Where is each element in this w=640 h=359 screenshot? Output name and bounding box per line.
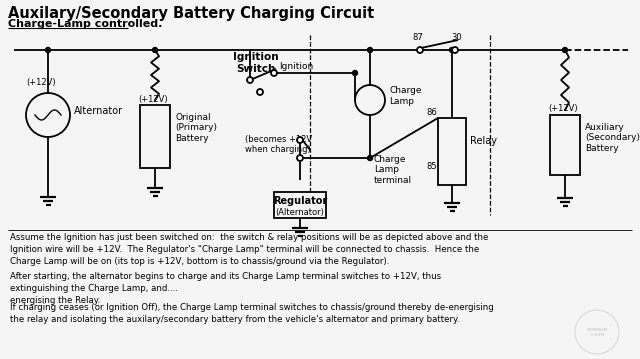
Circle shape (297, 155, 303, 161)
Circle shape (367, 47, 372, 52)
Circle shape (271, 70, 277, 76)
Circle shape (367, 155, 372, 160)
Text: (+12V): (+12V) (548, 104, 578, 113)
Text: After starting, the alternator begins to charge and its Charge Lamp terminal swi: After starting, the alternator begins to… (10, 272, 441, 304)
Circle shape (257, 89, 263, 95)
Text: rswww
.com: rswww .com (586, 327, 607, 337)
Bar (438, 118, 466, 185)
Text: Regulator: Regulator (273, 196, 327, 206)
Text: 30: 30 (452, 33, 462, 42)
Text: Ignition: Ignition (279, 62, 313, 71)
Circle shape (417, 47, 423, 53)
Text: 86: 86 (426, 108, 437, 117)
Circle shape (247, 77, 253, 83)
Text: Charge-Lamp controlled.: Charge-Lamp controlled. (8, 19, 163, 29)
Text: Charge
Lamp
terminal: Charge Lamp terminal (374, 155, 412, 185)
Text: (+12V): (+12V) (138, 95, 168, 104)
Circle shape (563, 47, 568, 52)
Text: (+12V): (+12V) (26, 78, 56, 87)
Text: Assume the Ignition has just been switched on:  the switch & relay positions wil: Assume the Ignition has just been switch… (10, 233, 488, 266)
Bar (140, 105, 170, 168)
Text: Charge
Lamp: Charge Lamp (389, 86, 422, 106)
Bar (274, 192, 326, 218)
Text: Auxiliary
(Secondary)
Battery: Auxiliary (Secondary) Battery (585, 123, 640, 153)
Text: Ignition
Switch: Ignition Switch (233, 52, 279, 74)
Circle shape (449, 47, 454, 52)
Circle shape (45, 47, 51, 52)
Text: If charging ceases (or Ignition Off), the Charge Lamp terminal switches to chass: If charging ceases (or Ignition Off), th… (10, 303, 493, 324)
Text: 85: 85 (426, 162, 437, 171)
Text: Auxilary/Secondary Battery Charging Circuit: Auxilary/Secondary Battery Charging Circ… (8, 6, 374, 21)
Circle shape (353, 70, 358, 75)
Bar (550, 115, 580, 175)
Text: (becomes +12V
when charging): (becomes +12V when charging) (245, 135, 312, 154)
Text: Alternator: Alternator (74, 106, 123, 116)
Circle shape (355, 85, 385, 115)
Circle shape (452, 47, 458, 53)
Text: 87: 87 (413, 33, 424, 42)
Text: Original
(Primary)
Battery: Original (Primary) Battery (175, 113, 217, 143)
Text: (Alternator): (Alternator) (276, 208, 324, 216)
Circle shape (26, 93, 70, 137)
Circle shape (297, 137, 303, 143)
Circle shape (152, 47, 157, 52)
Text: Relay: Relay (470, 136, 497, 146)
